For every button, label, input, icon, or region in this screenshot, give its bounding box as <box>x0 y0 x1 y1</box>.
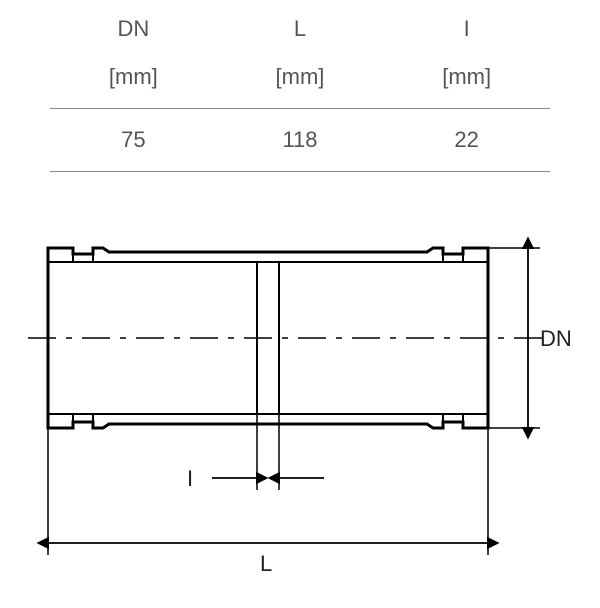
val-dn: 75 <box>50 109 217 172</box>
val-i: 22 <box>383 109 550 172</box>
coupling-drawing: DN L I <box>28 228 588 608</box>
col-unit-l: [mm] <box>217 50 384 109</box>
dim-label-l: L <box>260 551 272 576</box>
dimension-table: DN L I [mm] [mm] [mm] 75 118 22 <box>50 8 550 172</box>
col-unit-dn: [mm] <box>50 50 217 109</box>
dim-label-i: I <box>187 466 193 491</box>
dim-label-dn: DN <box>540 326 572 351</box>
col-header-i: I <box>383 8 550 50</box>
col-header-dn: DN <box>50 8 217 50</box>
col-unit-i: [mm] <box>383 50 550 109</box>
val-l: 118 <box>217 109 384 172</box>
col-header-l: L <box>217 8 384 50</box>
